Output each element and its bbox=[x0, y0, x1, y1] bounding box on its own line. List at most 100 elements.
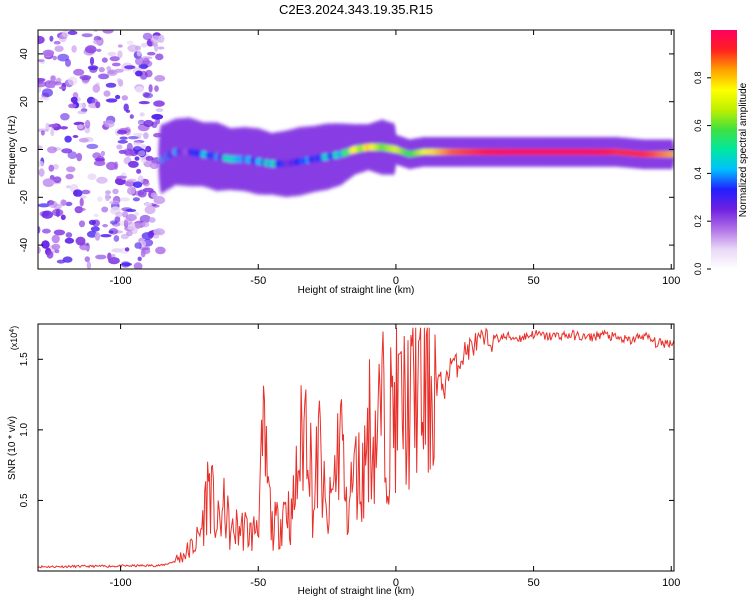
noise-blob bbox=[97, 196, 103, 202]
noise-blob bbox=[155, 246, 166, 255]
noise-blob bbox=[54, 45, 64, 52]
noise-blob bbox=[38, 78, 46, 82]
noise-blob bbox=[38, 80, 47, 88]
noise-blob bbox=[42, 178, 55, 188]
y-tick-label: -20 bbox=[19, 190, 30, 205]
noise-blob bbox=[155, 108, 164, 112]
noise-blob bbox=[65, 185, 71, 189]
noise-blob bbox=[38, 160, 44, 167]
x-tick-label: 100 bbox=[662, 577, 680, 589]
snr-x-axis: -100 -50 0 50 100 bbox=[110, 324, 680, 589]
noise-blob bbox=[153, 196, 166, 205]
noise-blob bbox=[106, 161, 117, 171]
colorbar-tick-label: 0.0 bbox=[693, 263, 703, 276]
noise-blob bbox=[95, 101, 101, 109]
noise-blob bbox=[70, 96, 78, 104]
noise-blob bbox=[107, 51, 117, 57]
noise-blob bbox=[73, 189, 78, 197]
noise-blob bbox=[115, 211, 123, 218]
noise-blob bbox=[141, 221, 150, 228]
noise-blob bbox=[124, 180, 136, 187]
colorbar-axis: 0.0 0.2 0.4 0.6 0.8 bbox=[693, 72, 711, 276]
colorbar: 0.0 0.2 0.4 0.6 0.8 Normalized spectral ampl… bbox=[693, 30, 749, 275]
noise-blob bbox=[49, 81, 56, 89]
noise-blob bbox=[144, 202, 153, 207]
noise-blob bbox=[51, 234, 60, 244]
noise-blob bbox=[135, 85, 144, 93]
heatmap-x-axis: -100 -50 0 50 100 bbox=[110, 30, 680, 287]
noise-blob bbox=[143, 181, 150, 187]
noise-blob bbox=[42, 228, 51, 234]
heatmap-panel: -100 -50 0 50 100 -40 -20 0 20 40 Height of stra… bbox=[7, 29, 680, 296]
noise-blob bbox=[134, 156, 140, 161]
noise-blob bbox=[123, 103, 129, 112]
noise-blob bbox=[111, 62, 121, 67]
noise-blob bbox=[134, 220, 142, 229]
noise-blob bbox=[47, 146, 57, 154]
noise-blob bbox=[117, 139, 128, 144]
noise-blob bbox=[149, 217, 156, 223]
noise-blob bbox=[127, 186, 136, 195]
noise-blob bbox=[137, 175, 144, 184]
x-tick-label: 0 bbox=[393, 275, 399, 287]
noise-blob bbox=[54, 249, 60, 254]
noise-blob bbox=[56, 259, 66, 264]
noise-blob bbox=[124, 247, 130, 252]
noise-blob bbox=[137, 189, 147, 198]
snr-y-axis-label: SNR (10 * v/v) bbox=[7, 416, 18, 480]
noise-blob bbox=[140, 249, 146, 258]
noise-blob bbox=[104, 193, 111, 202]
noise-blob bbox=[53, 163, 59, 170]
x-tick-label: 100 bbox=[662, 275, 680, 287]
noise-blob bbox=[140, 144, 146, 149]
noise-blob bbox=[96, 48, 102, 53]
noise-blob bbox=[153, 100, 165, 107]
noise-blob bbox=[108, 257, 120, 265]
noise-blob bbox=[53, 229, 66, 236]
noise-blob bbox=[104, 120, 115, 128]
noise-blob bbox=[78, 138, 89, 143]
noise-blob bbox=[65, 173, 74, 180]
noise-blob bbox=[134, 211, 140, 216]
noise-blob bbox=[145, 145, 152, 153]
colorbar-label: Normalized spectral amplitude bbox=[738, 82, 749, 217]
noise-blob bbox=[143, 119, 154, 128]
noise-blob bbox=[38, 226, 41, 234]
noise-blob bbox=[157, 46, 165, 50]
noise-blob bbox=[60, 113, 70, 121]
noise-blob bbox=[72, 135, 79, 138]
noise-blob bbox=[65, 201, 73, 207]
noise-blob bbox=[39, 96, 50, 101]
noise-blob bbox=[38, 145, 43, 150]
noise-blob bbox=[140, 42, 148, 48]
noise-blob bbox=[65, 58, 71, 67]
noise-blob bbox=[59, 126, 68, 130]
noise-blob bbox=[136, 168, 142, 174]
noise-blob bbox=[123, 217, 133, 225]
noise-blob bbox=[42, 88, 53, 97]
noise-blob bbox=[116, 144, 123, 150]
heatmap-y-axis: -40 -20 0 20 40 bbox=[19, 48, 674, 252]
noise-blob bbox=[48, 123, 59, 128]
noise-blob bbox=[46, 250, 54, 259]
noise-blob bbox=[95, 254, 107, 260]
noise-blob bbox=[107, 252, 112, 261]
snr-multiplier-label: (x104) bbox=[9, 326, 20, 350]
noise-blob bbox=[98, 73, 110, 80]
noise-blob bbox=[98, 67, 105, 73]
noise-blob bbox=[100, 234, 112, 238]
noise-blob bbox=[139, 246, 151, 251]
noise-blob bbox=[125, 208, 137, 213]
noise-blob bbox=[155, 53, 164, 61]
noise-blob bbox=[151, 113, 164, 120]
noise-blob bbox=[77, 110, 87, 115]
noise-blob bbox=[138, 121, 144, 125]
noise-blob bbox=[38, 246, 41, 254]
noise-blob bbox=[138, 150, 146, 157]
noise-blob bbox=[64, 237, 75, 244]
noise-blob bbox=[84, 119, 91, 129]
noise-blob bbox=[144, 205, 156, 215]
noise-blob bbox=[66, 166, 76, 173]
noise-blob bbox=[116, 175, 127, 179]
